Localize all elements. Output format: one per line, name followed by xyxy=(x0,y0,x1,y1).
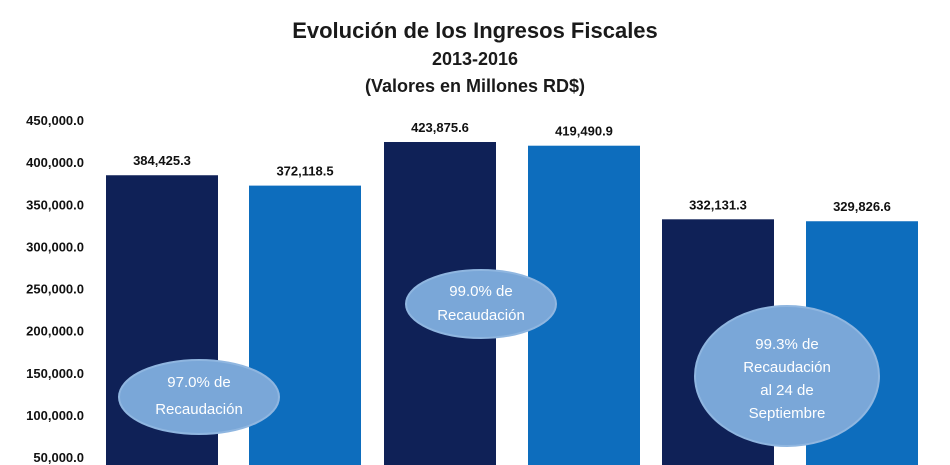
y-tick-label: 50,000.0 xyxy=(33,450,84,465)
bar-value-label: 423,875.6 xyxy=(411,120,469,135)
bar-value-label: 419,490.9 xyxy=(555,124,613,139)
bar-value-label: 372,118.5 xyxy=(276,164,333,179)
annotation-line: 99.0% de xyxy=(449,283,512,300)
annotation-line: 99.3% de xyxy=(755,336,818,353)
annotation-bubble xyxy=(118,359,280,435)
annotations-group: 97.0% de Recaudación 99.0% de Recaudación 99… xyxy=(118,269,880,447)
annotation-bubble xyxy=(694,305,880,447)
annotation-line: 97.0% de xyxy=(167,374,230,391)
y-axis: 450,000.0 400,000.0 350,000.0 300,000.0 250,… xyxy=(26,113,84,465)
y-tick-label: 150,000.0 xyxy=(26,366,84,381)
annotation-line: Recaudación xyxy=(155,401,243,418)
y-tick-label: 200,000.0 xyxy=(26,324,84,339)
chart-units-note: (Valores en Millones RD$) xyxy=(365,76,585,96)
y-tick-label: 250,000.0 xyxy=(26,282,84,297)
bar-value-label: 329,826.6 xyxy=(833,199,891,214)
annotation-line: Recaudación xyxy=(437,307,525,324)
bar-labels-group: 384,425.3 372,118.5 423,875.6 419,490.9 332,… xyxy=(133,120,891,214)
y-tick-label: 350,000.0 xyxy=(26,197,84,212)
chart-subtitle: 2013-2016 xyxy=(432,49,518,69)
annotation-line: al 24 de xyxy=(760,382,813,399)
y-tick-label: 100,000.0 xyxy=(26,408,84,423)
bar-value-label: 384,425.3 xyxy=(133,153,191,168)
y-tick-label: 300,000.0 xyxy=(26,239,84,254)
bar xyxy=(249,185,361,465)
annotation-line: Recaudación xyxy=(743,359,831,376)
annotation-bubble xyxy=(405,269,557,339)
chart-title: Evolución de los Ingresos Fiscales xyxy=(292,18,658,43)
y-tick-label: 400,000.0 xyxy=(26,155,84,170)
bar-value-label: 332,131.3 xyxy=(689,197,747,212)
y-tick-label: 450,000.0 xyxy=(26,113,84,128)
annotation-line: Septiembre xyxy=(749,405,826,422)
